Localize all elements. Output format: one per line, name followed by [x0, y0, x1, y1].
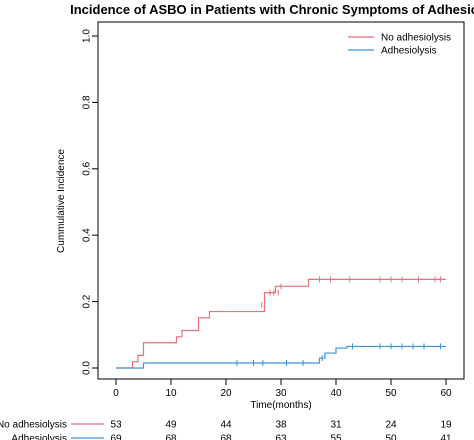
risk-table-value: 68 [220, 434, 232, 440]
series-line-no-adhesiolysis [116, 278, 446, 369]
risk-table-value: 49 [165, 420, 177, 431]
risk-table-value: 44 [220, 420, 232, 431]
risk-table: No adhesiolysis 53 49 44 38 31 24 19 Adhesiolysi… [0, 420, 452, 440]
risk-table-row-label: Adhesiolysis [11, 434, 67, 440]
x-tick-label: 20 [220, 388, 232, 399]
x-tick-label: 10 [165, 388, 177, 399]
plot-frame [97, 21, 465, 380]
y-tick-label: 0.0 [82, 361, 93, 375]
legend-label: No adhesiolysis [381, 33, 451, 44]
x-tick-label: 0 [113, 388, 119, 399]
y-tick-label: 0.4 [82, 228, 93, 242]
y-axis: 0.0 0.2 0.4 0.6 0.8 1.0 [82, 29, 99, 375]
y-tick-label: 0.6 [82, 161, 93, 175]
legend-label: Adhesiolysis [381, 46, 437, 57]
risk-table-value: 38 [275, 420, 287, 431]
legend-box [343, 28, 461, 58]
risk-table-value: 41 [440, 434, 452, 440]
risk-table-value: 69 [110, 434, 122, 440]
risk-table-value: 55 [330, 434, 342, 440]
x-tick-label: 40 [330, 388, 342, 399]
x-tick-label: 30 [275, 388, 287, 399]
x-tick-label: 50 [385, 388, 397, 399]
risk-table-value: 50 [385, 434, 397, 440]
risk-table-row-label: No adhesiolysis [0, 420, 67, 431]
risk-table-value: 68 [165, 434, 177, 440]
risk-table-value: 19 [440, 420, 452, 431]
x-axis-label: Time(months) [250, 400, 311, 411]
y-tick-label: 1.0 [82, 29, 93, 43]
risk-table-value: 31 [330, 420, 342, 431]
legend: No adhesiolysis Adhesiolysis [343, 28, 461, 58]
risk-table-value: 24 [385, 420, 397, 431]
y-axis-label: Cummulative Incidence [56, 149, 67, 253]
y-tick-label: 0.8 [82, 95, 93, 109]
y-tick-label: 0.2 [82, 294, 93, 308]
x-axis: 0 10 20 30 40 50 60 [113, 378, 452, 399]
risk-table-value: 53 [110, 420, 122, 431]
series-line-adhesiolysis [116, 345, 446, 369]
chart-title: Incidence of ASBO in Patients with Chron… [70, 2, 474, 17]
series-layer [116, 276, 446, 369]
risk-table-value: 63 [275, 434, 287, 440]
x-tick-label: 60 [440, 388, 452, 399]
